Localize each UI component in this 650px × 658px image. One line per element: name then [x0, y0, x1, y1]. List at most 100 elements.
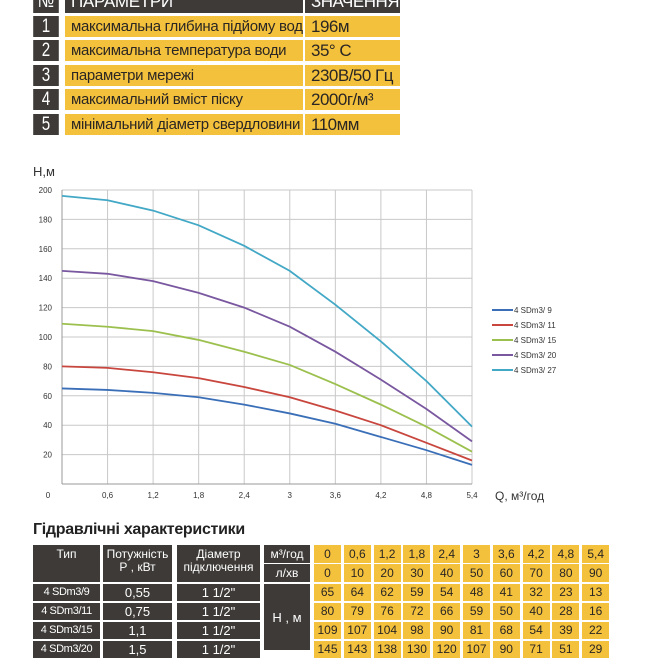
flow-m3-cell-text: 1,8 — [408, 546, 426, 561]
y-tick-label: 140 — [39, 274, 53, 283]
head-cell: 104 — [373, 622, 401, 639]
head-cell-text: 64 — [350, 585, 364, 599]
head-cell: 28 — [552, 603, 580, 620]
head-cell: 66 — [433, 603, 461, 620]
flow-l-cell-text: 70 — [529, 565, 543, 580]
head-cell-text: 62 — [380, 585, 394, 599]
head-cell: 40 — [522, 603, 550, 620]
row-type-text: 4 SDm3/9 — [43, 586, 90, 598]
head-cell-text: 80 — [320, 604, 335, 618]
head-cell: 48 — [463, 584, 490, 601]
series-line — [61, 365, 473, 462]
head-cell: 32 — [522, 584, 550, 601]
row-value: 230В/50 Гц — [305, 65, 400, 86]
header-value-text: ЗНАЧЕННЯ — [311, 0, 400, 11]
head-cell: 72 — [403, 603, 431, 620]
flow-m3-cell: 4,2 — [522, 545, 550, 563]
x-tick-label: 3,6 — [330, 491, 342, 500]
flow-m3-cell-text: 3,6 — [497, 546, 515, 561]
row-diameter-text: 1 1/2" — [201, 585, 236, 600]
flow-l-cell-text: 0 — [324, 565, 331, 580]
flow-m3-cell-text: 1,2 — [378, 546, 396, 561]
header-power-text: Потужність Р , кВт — [106, 547, 169, 574]
row-value: 196м — [305, 16, 400, 37]
flow-m3-cell: 3 — [463, 545, 490, 563]
flow-l-cell: 40 — [433, 564, 461, 582]
header-unit-h-text: Н , м — [272, 609, 302, 625]
header-unit-h: Н , м — [264, 584, 310, 650]
head-cell-text: 104 — [377, 623, 398, 637]
flow-l-cell: 0 — [314, 564, 341, 582]
row-value-text: 35° C — [311, 40, 352, 60]
row-num: 4 — [33, 89, 59, 110]
y-tick-label: 60 — [43, 392, 52, 401]
head-cell: 41 — [492, 584, 520, 601]
head-cell: 23 — [552, 584, 580, 601]
head-cell: 68 — [492, 622, 520, 639]
head-cell-text: 16 — [589, 604, 603, 618]
row-diameter: 1 1/2" — [177, 584, 260, 601]
head-cell: 109 — [314, 622, 341, 639]
header-num: № — [33, 0, 59, 13]
flow-l-cell-text: 30 — [410, 565, 424, 580]
row-param: максимальний вміст піску — [65, 89, 303, 110]
header-value: ЗНАЧЕННЯ — [305, 0, 400, 13]
head-cell-text: 59 — [469, 604, 484, 618]
head-cell-text: 22 — [589, 623, 603, 637]
x-axis-label: Q, м³/год — [495, 489, 544, 503]
row-param-text: максимальна температура води — [71, 42, 287, 59]
series-line — [61, 269, 473, 443]
y-tick-label: 200 — [39, 186, 53, 195]
head-cell: 39 — [552, 622, 580, 639]
legend-label: 4 SDm3/ 27 — [514, 366, 557, 375]
x-tick-label: 2,4 — [239, 491, 251, 500]
row-num: 5 — [33, 114, 59, 135]
row-value: 2000г/м³ — [305, 89, 400, 110]
y-tick-label: 180 — [39, 215, 53, 224]
head-cell-text: 79 — [350, 604, 364, 618]
head-cell-text: 59 — [410, 585, 424, 599]
head-cell-text: 90 — [440, 623, 454, 637]
row-param: мінімальний діаметр свердловини — [65, 114, 303, 135]
flow-m3-cell-text: 5,4 — [587, 546, 605, 561]
row-param: максимальна глибина підйому води — [65, 16, 303, 37]
row-power: 0,75 — [103, 603, 172, 620]
flow-l-cell-text: 50 — [469, 565, 484, 580]
head-cell: 81 — [463, 622, 490, 639]
x-tick-label: 0,6 — [102, 491, 114, 500]
flow-m3-cell: 1,8 — [403, 545, 431, 563]
row-param: параметри мережі — [65, 65, 303, 86]
y-tick-label: 120 — [39, 304, 53, 313]
row-type: 4 SDm3/9 — [33, 584, 100, 601]
y-tick-label: 100 — [39, 333, 53, 342]
header-unit-m3-text: м³/год — [270, 546, 304, 561]
head-cell-text: 65 — [320, 585, 335, 599]
flow-l-cell: 30 — [403, 564, 431, 582]
head-cell: 90 — [433, 622, 461, 639]
head-cell-text: 41 — [499, 585, 513, 599]
row-value-text: 196м — [311, 16, 350, 36]
flow-l-cell-text: 80 — [559, 565, 573, 580]
head-cell-text: 40 — [529, 604, 543, 618]
row-diameter-text: 1 1/2" — [201, 604, 236, 619]
header-unit-l: л/хв — [264, 564, 310, 582]
head-cell-text: 13 — [589, 585, 603, 599]
row-num-text: 3 — [41, 65, 51, 86]
head-cell: 54 — [522, 622, 550, 639]
head-cell: 107 — [343, 622, 371, 639]
flow-m3-cell: 2,4 — [433, 545, 461, 563]
head-cell-text: 72 — [410, 604, 424, 618]
row-value-text: 110мм — [311, 114, 359, 134]
flow-m3-cell-text: 4,2 — [527, 546, 545, 561]
flow-l-cell: 20 — [373, 564, 401, 582]
row-value: 110мм — [305, 114, 400, 135]
flow-m3-cell: 4,8 — [552, 545, 580, 563]
header-param: ПАРАМЕТРИ — [65, 0, 303, 13]
head-cell-text: 98 — [410, 623, 424, 637]
head-cell: 79 — [343, 603, 371, 620]
row-num-text: 2 — [41, 40, 51, 61]
head-cell: 16 — [582, 603, 610, 620]
head-cell-text: 81 — [469, 623, 484, 637]
flow-l-cell-text: 90 — [589, 565, 603, 580]
flow-l-cell: 90 — [582, 564, 610, 582]
